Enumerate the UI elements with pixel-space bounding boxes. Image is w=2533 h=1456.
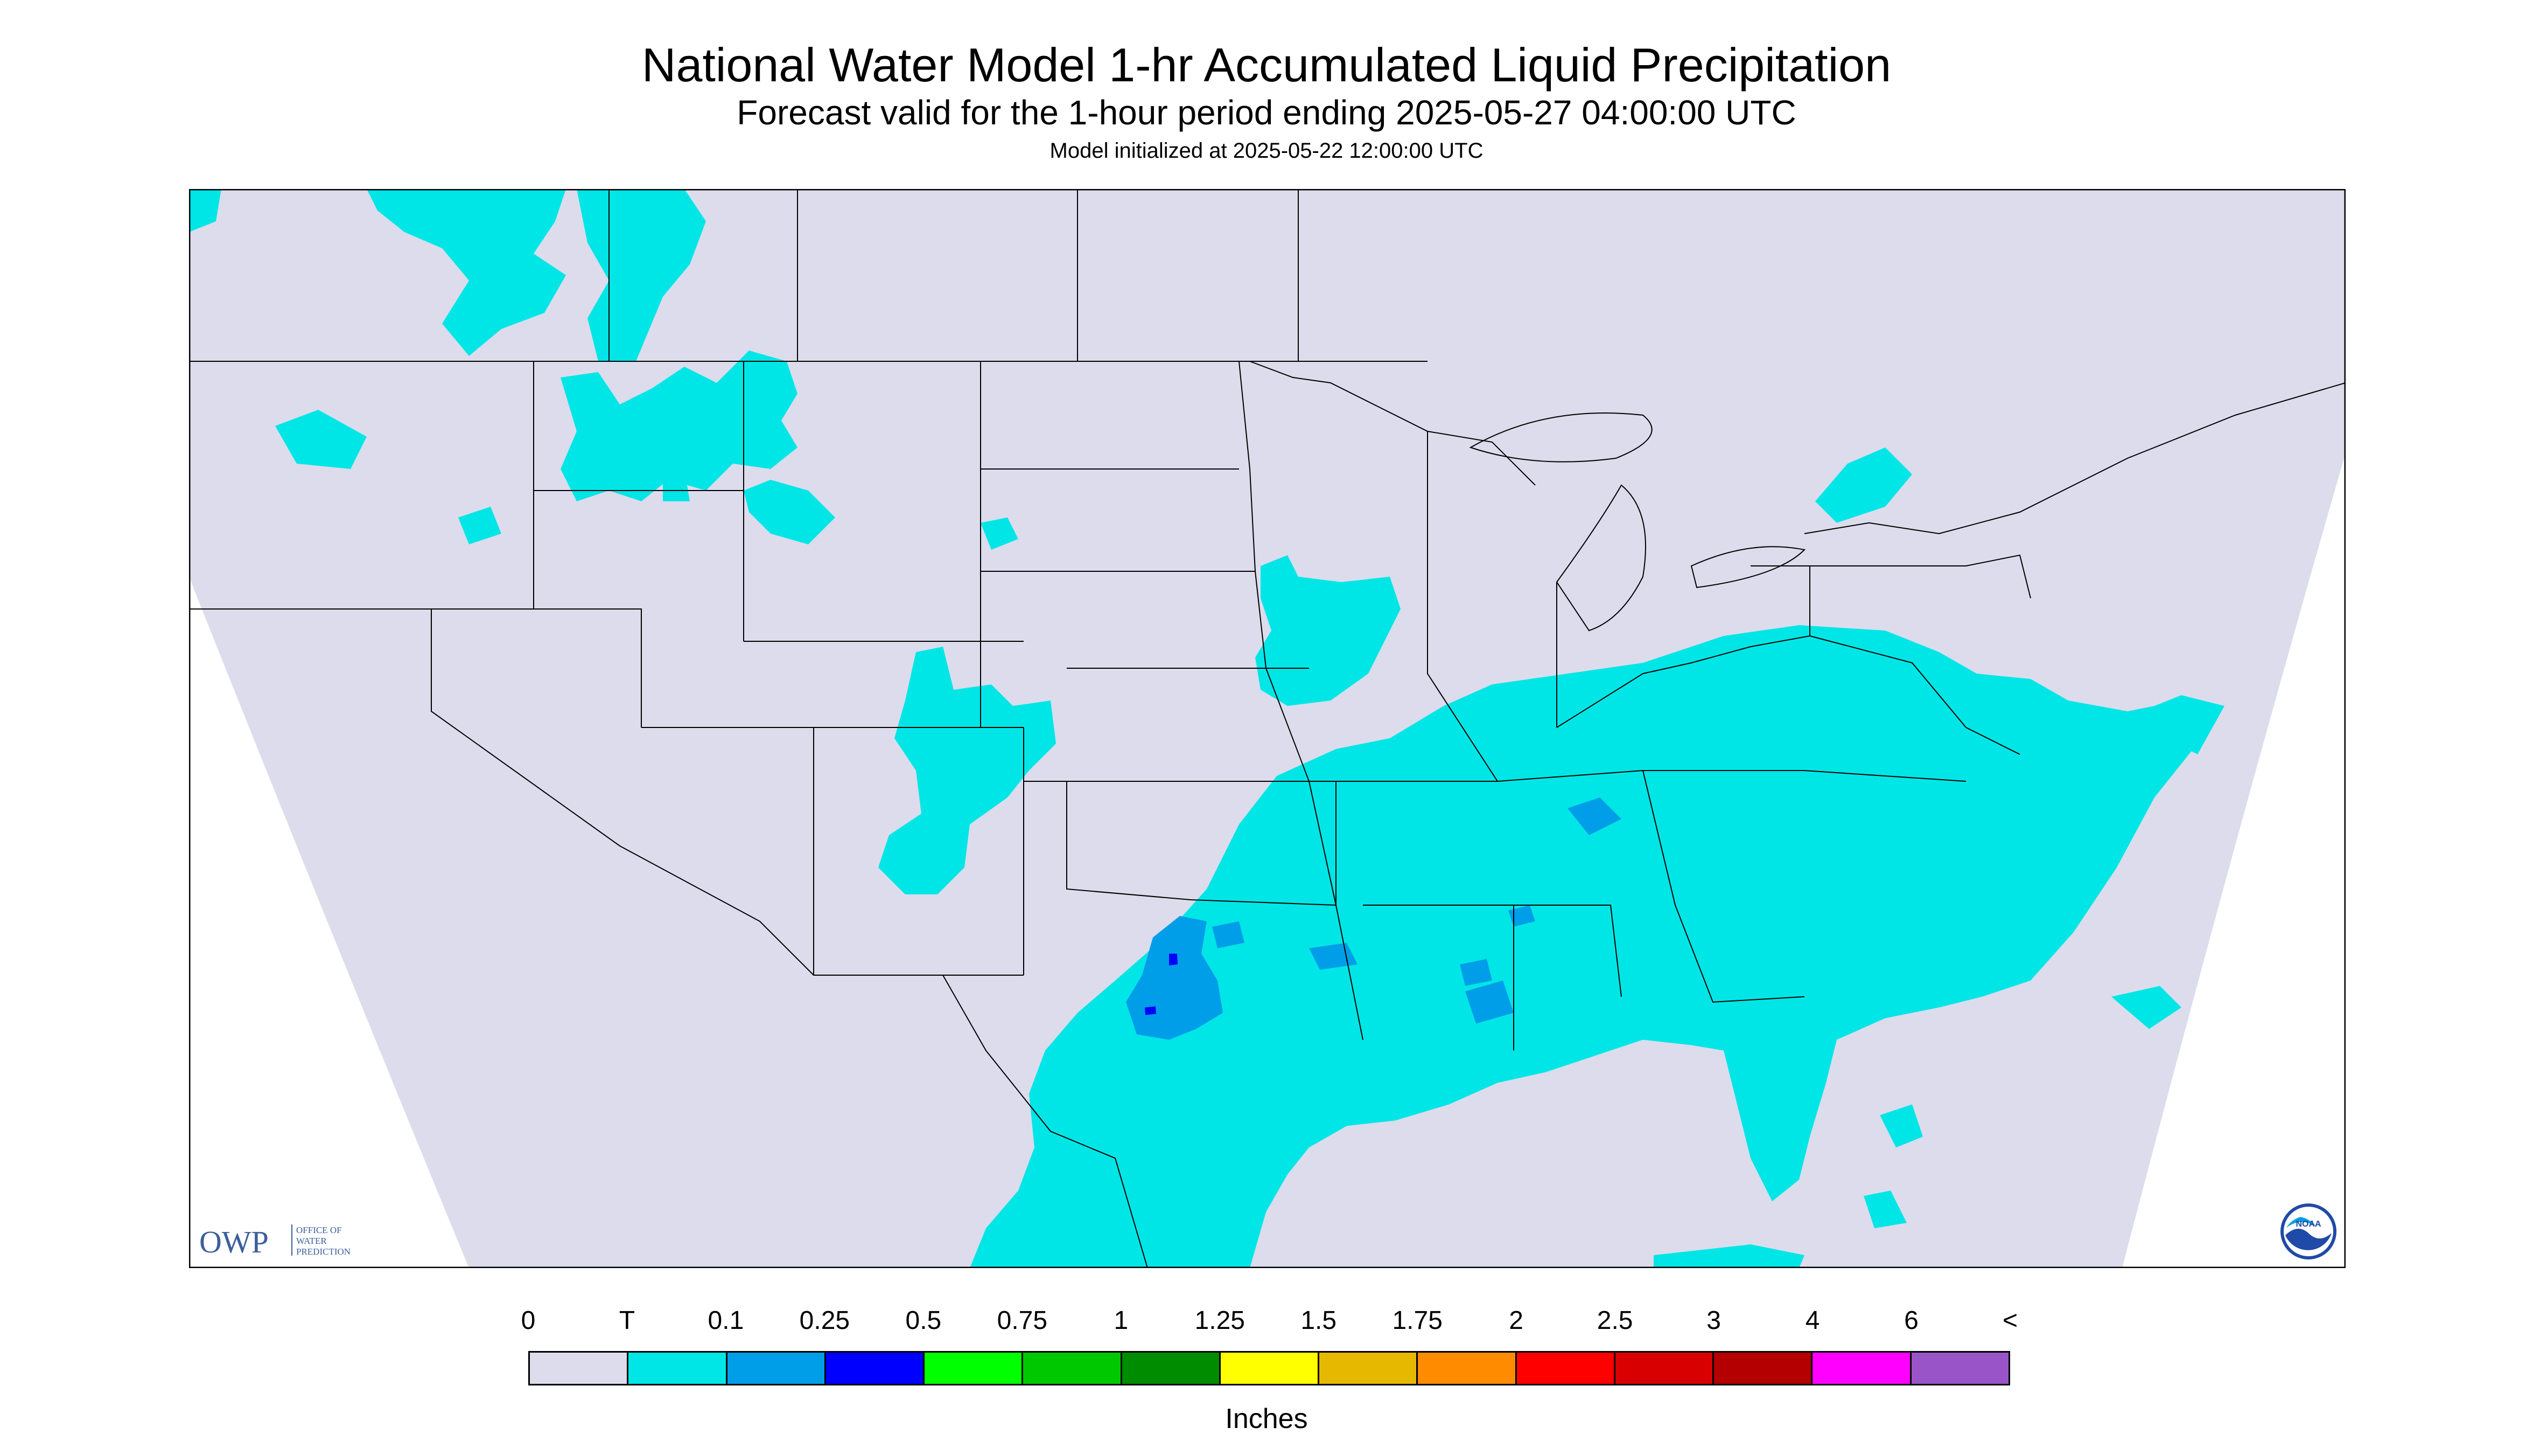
legend-tick-label: 1.75	[1392, 1306, 1443, 1335]
texas-0.1-spot-a	[1212, 921, 1244, 948]
gulf-south-trace-strip	[1654, 1244, 1804, 1268]
legend-swatch	[825, 1353, 925, 1384]
legend-swatch	[727, 1353, 826, 1384]
washington-cascade-trace	[189, 189, 221, 232]
legend-units-label: Inches	[1225, 1403, 1308, 1434]
canada-province-lines	[608, 189, 1299, 361]
legend-swatch	[1813, 1353, 1912, 1384]
tennessee-0.1-spot	[1568, 797, 1621, 835]
noaa-logo-text: NOAA	[2296, 1220, 2321, 1229]
lake-erie	[1690, 546, 1806, 589]
legend-tick-label: 1.25	[1194, 1306, 1245, 1335]
colorado-new-mexico-trace	[878, 647, 1056, 894]
owp-logo-line1: OFFICE OF	[296, 1225, 342, 1235]
boundary-lines	[189, 189, 2346, 1268]
nevada-lines	[431, 608, 642, 846]
map-subtitle: Forecast valid for the 1-hour period end…	[737, 93, 1796, 132]
legend-tick-label: 2.5	[1597, 1306, 1633, 1335]
legend-swatch	[530, 1353, 629, 1384]
legend-swatch	[1714, 1353, 1813, 1384]
texas-core-0.25-b	[1145, 1006, 1156, 1015]
southern-eastern-us-trace	[970, 625, 2198, 1268]
legend-swatch	[1023, 1353, 1122, 1384]
legend-tick-labels: 0 T 0.1 0.25 0.5 0.75 1 1.25 1.5 1.75 2 2.5 3 4 6 <	[0, 1306, 2533, 1343]
southeast-lines	[1336, 770, 1967, 1003]
legend-swatch	[1418, 1353, 1517, 1384]
legend-swatch	[1319, 1353, 1418, 1384]
legend-tick-label: 0.5	[905, 1306, 942, 1335]
oregon-trace-spot	[458, 507, 501, 544]
map-title: National Water Model 1-hr Accumulated Li…	[641, 38, 1892, 92]
precipitation-map	[189, 189, 2346, 1268]
mid-atlantic-lines	[1809, 554, 2031, 755]
idaho-trace-small	[663, 469, 690, 501]
pacific-nw-trace-3	[275, 410, 367, 469]
pacific-northwest-trace	[367, 189, 566, 356]
lake-michigan	[1556, 484, 1646, 632]
missouri-river-line	[1238, 361, 1337, 906]
legend-tick-label: 4	[1805, 1306, 1820, 1335]
legend-swatch	[925, 1353, 1024, 1384]
legend-swatch	[628, 1353, 727, 1384]
owp-logo-line3: PREDICTION	[296, 1247, 351, 1257]
legend-tick-label: 0.75	[997, 1306, 1048, 1335]
legend-tick-label: 3	[1706, 1306, 1721, 1335]
oklahoma-lines	[1066, 781, 1337, 906]
legend-tick-label: 0.1	[708, 1306, 744, 1335]
legend-tick-label: <	[2002, 1306, 2018, 1335]
precip-color-legend	[528, 1351, 2010, 1385]
lake-superior	[1469, 412, 1653, 463]
louisiana-0.1-spot	[1460, 959, 1492, 986]
plains-state-lines	[981, 468, 1336, 782]
st-lawrence-border	[1804, 382, 2346, 535]
deep-south-lines	[1335, 905, 1622, 1051]
moderate-precip-layer	[1145, 954, 1178, 1015]
legend-swatch	[1122, 1353, 1221, 1384]
legend-tick-label: 2	[1509, 1306, 1524, 1335]
mississippi-0.1-spot	[1465, 981, 1514, 1024]
legend-tick-label: 0.25	[799, 1306, 850, 1335]
florida-keys-trace	[1880, 1104, 1923, 1147]
owp-logo: OWP OFFICE OF WATER PREDICTION	[199, 1224, 351, 1259]
legend-swatch	[1220, 1353, 1320, 1384]
four-corners-lines	[641, 727, 1024, 976]
nebraska-trace-spot	[981, 517, 1018, 550]
wyoming-trace	[744, 480, 835, 544]
alabama-0.1-spot	[1508, 905, 1535, 927]
bahamas-trace-spot	[2111, 986, 2181, 1029]
legend-tick-label: 0	[521, 1306, 536, 1335]
owp-logo-line2: WATER	[296, 1236, 327, 1246]
legend-tick-label: T	[619, 1306, 635, 1335]
gulf-trace-spot	[1864, 1191, 1907, 1228]
us-mexico-border	[619, 845, 1148, 1268]
legend-tick-label: 6	[1904, 1306, 1919, 1335]
atlantic-offshore-trace	[2128, 695, 2224, 754]
great-lakes-ontario-trace	[1815, 447, 1912, 523]
legend-tick-label: 1.5	[1300, 1306, 1337, 1335]
legend-swatch	[1516, 1353, 1615, 1384]
legend-tick-label: 1	[1114, 1306, 1129, 1335]
owp-logo-letters: OWP	[199, 1224, 269, 1259]
texas-core-0.25	[1169, 954, 1178, 965]
western-state-lines	[189, 361, 1024, 727]
legend-swatch	[1911, 1353, 2009, 1384]
idaho-montana-trace	[561, 351, 797, 501]
us-canada-border-east	[1249, 361, 1536, 486]
trace-precip-layer	[189, 189, 2224, 1268]
noaa-logo: NOAA	[2280, 1203, 2336, 1259]
model-init-note: Model initialized at 2025-05-22 12:00:00…	[1049, 139, 1484, 163]
map-frame	[189, 189, 2346, 1268]
legend-swatch	[1615, 1353, 1715, 1384]
